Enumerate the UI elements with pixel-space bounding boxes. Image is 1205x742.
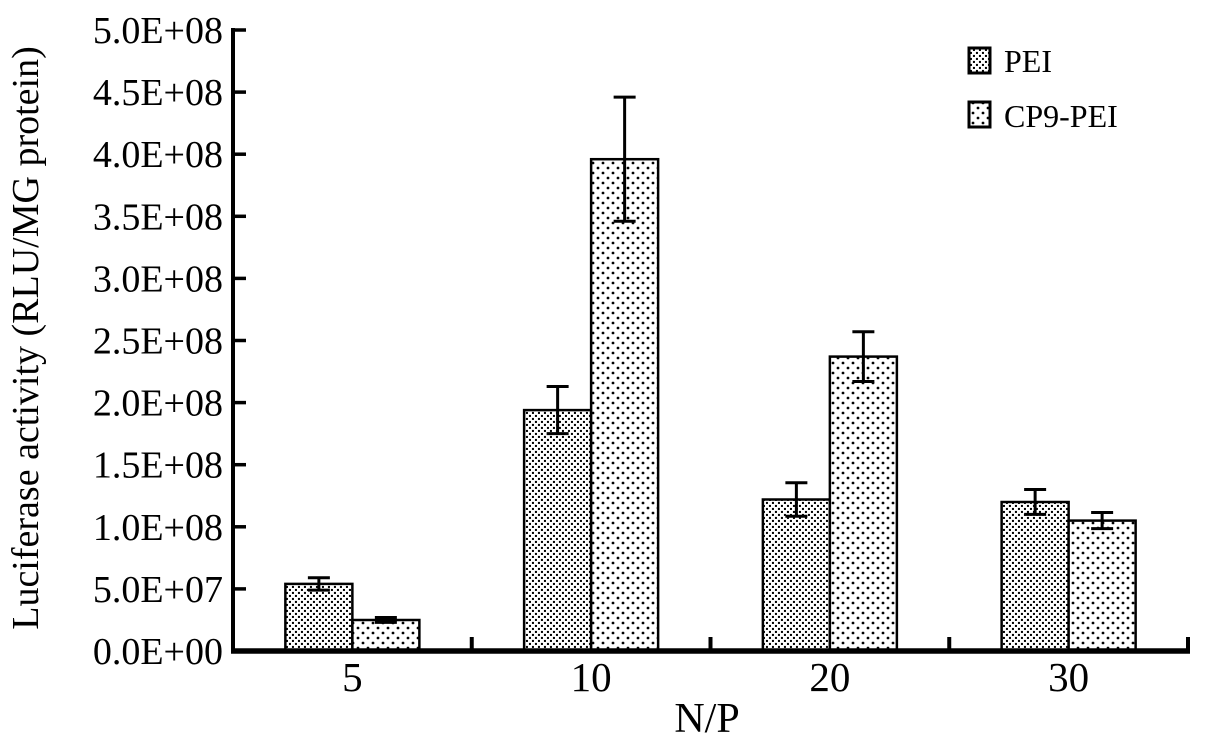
legend-swatch-cp9-pei [967, 100, 992, 129]
error-bar-pei-np20 [785, 481, 808, 518]
y-tick-label: 1.5E+08 [93, 445, 223, 487]
bar-pei-np5 [284, 582, 354, 653]
error-bar-cp9-pei-np10 [613, 95, 636, 223]
error-bars-layer [307, 95, 1114, 624]
y-tick-label: 5.0E+07 [93, 569, 223, 611]
legend-label-cp9-pei: CP9-PEI [1004, 98, 1118, 134]
y-tick-label: 3.0E+08 [93, 258, 223, 300]
error-bar-pei-np30 [1024, 488, 1047, 516]
x-category-label-20: 20 [809, 654, 850, 700]
y-tick-label: 3.5E+08 [93, 196, 223, 238]
axes-layer [231, 28, 1190, 654]
y-tick-label: 0.0E+00 [93, 631, 223, 673]
bar-cp9-pei-np5 [351, 618, 421, 653]
x-category-label-30: 30 [1048, 654, 1089, 700]
y-tick-label: 2.0E+08 [93, 383, 223, 425]
error-bar-cp9-pei-np30 [1091, 511, 1114, 531]
legend-swatch-pei [967, 46, 992, 75]
error-bar-pei-np10 [546, 384, 569, 436]
bar-pei-np30 [1000, 500, 1070, 653]
error-bar-pei-np5 [307, 576, 330, 592]
y-tick-label: 4.0E+08 [93, 134, 223, 176]
bar-cp9-pei-np10 [589, 157, 660, 653]
legend: PEI CP9-PEI [967, 43, 1118, 134]
x-category-label-5: 5 [342, 654, 363, 700]
bar-cp9-pei-np20 [828, 355, 899, 653]
bar-pei-np10 [522, 408, 593, 653]
x-axis-title: N/P [674, 696, 739, 742]
y-tick-label: 4.5E+08 [93, 72, 223, 114]
y-axis-title: Luciferase activity (RLU/MG protein) [5, 46, 47, 630]
y-tick-label: 1.0E+08 [93, 507, 223, 549]
error-bar-cp9-pei-np20 [852, 330, 875, 383]
bar-cp9-pei-np30 [1067, 519, 1137, 653]
legend-label-pei: PEI [1004, 43, 1052, 79]
bar-pei-np20 [761, 498, 832, 653]
bars-layer [284, 157, 1137, 653]
tick-labels-layer: 0.0E+00 5.0E+07 1.0E+08 1.5E+08 2.0E+08 2.5E+… [93, 10, 1089, 700]
error-bar-cp9-pei-np5 [374, 615, 397, 624]
y-tick-label: 5.0E+08 [93, 10, 223, 52]
x-category-label-10: 10 [571, 654, 612, 700]
y-tick-label: 2.5E+08 [93, 321, 223, 363]
